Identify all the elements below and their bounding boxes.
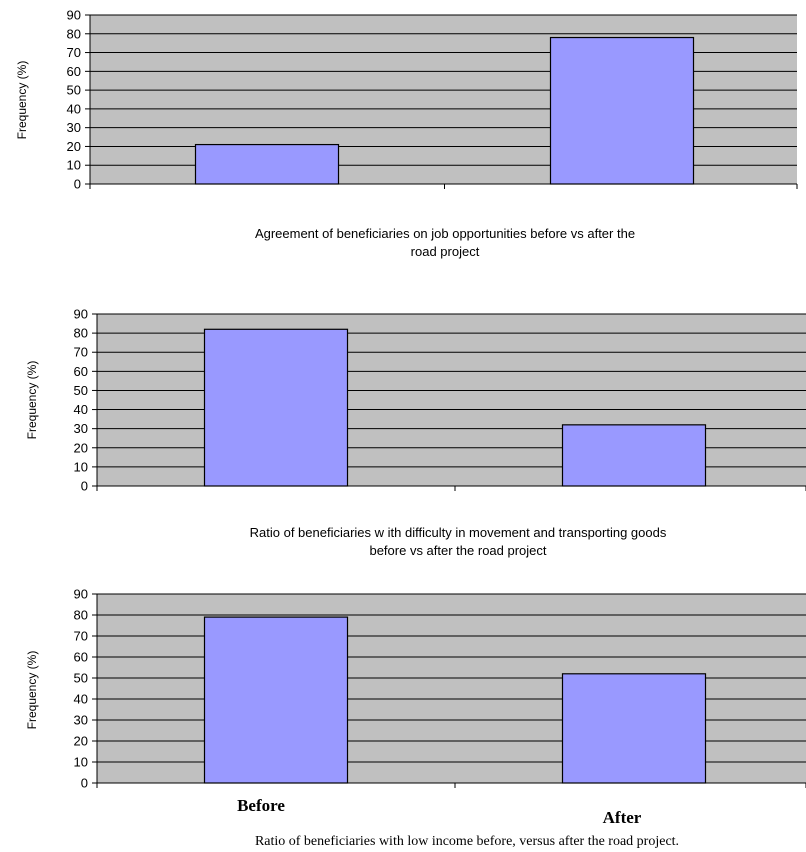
y-tick-label: 40 <box>74 692 88 707</box>
chart-job-opportunities: 0 10 20 30 40 50 60 70 80 90 Frequency (%) <box>15 8 798 192</box>
y-axis-label: Frequency (%) <box>25 651 39 730</box>
y-tick-label: 90 <box>74 587 88 602</box>
chart-2-category-before: Before <box>237 796 285 815</box>
chart-0-caption-line-1: Agreement of beneficiaries on job opport… <box>255 226 635 241</box>
y-tick-label: 20 <box>67 139 81 154</box>
y-tick-label: 10 <box>67 158 81 173</box>
y-tick-label: 0 <box>81 479 88 494</box>
y-tick-label: 80 <box>67 26 81 41</box>
y-tick-label: 30 <box>67 120 81 135</box>
y-tick-label: 50 <box>74 383 88 398</box>
y-tick-label: 40 <box>74 402 88 417</box>
chart-2-caption: Ratio of beneficiaries with low income b… <box>255 834 679 849</box>
chart-1-caption-line-2: before vs after the road project <box>369 543 546 558</box>
y-tick-label: 60 <box>74 650 88 665</box>
bar-before <box>203 616 349 784</box>
y-tick-label: 30 <box>74 713 88 728</box>
y-tick-label: 10 <box>74 459 88 474</box>
y-tick-label: 0 <box>81 776 88 791</box>
y-tick-label: 80 <box>74 326 88 341</box>
y-tick-label: 20 <box>74 734 88 749</box>
bar-after <box>549 36 695 185</box>
chart-2-category-after: After <box>603 808 642 827</box>
y-tick-label: 30 <box>74 421 88 436</box>
bar-before <box>194 143 340 185</box>
y-tick-label: 70 <box>74 629 88 644</box>
chart-1-caption-line-1: Ratio of beneficiaries w ith difficulty … <box>250 525 667 540</box>
y-tick-label: 70 <box>67 45 81 60</box>
y-axis-label: Frequency (%) <box>15 61 29 140</box>
y-tick-label: 50 <box>74 671 88 686</box>
bar-before <box>203 328 349 487</box>
y-tick-label: 10 <box>74 755 88 770</box>
y-tick-label: 80 <box>74 608 88 623</box>
y-tick-label: 40 <box>67 101 81 116</box>
chart-movement-difficulty: 0 10 20 30 40 50 60 70 80 90 Frequency (%) <box>25 307 806 494</box>
y-tick-label: 0 <box>74 177 81 192</box>
y-axis-label: Frequency (%) <box>25 361 39 440</box>
bar-after <box>561 424 707 487</box>
y-tick-label: 60 <box>74 364 88 379</box>
y-tick-label: 70 <box>74 345 88 360</box>
bar-after <box>561 673 707 784</box>
y-tick-label: 90 <box>67 8 81 23</box>
y-tick-label: 20 <box>74 440 88 455</box>
y-tick-label: 90 <box>74 307 88 322</box>
y-tick-label: 50 <box>67 83 81 98</box>
chart-0-caption-line-2: road project <box>411 244 480 259</box>
y-tick-label: 60 <box>67 64 81 79</box>
chart-low-income: 0 10 20 30 40 50 60 70 80 90 Frequency (%) <box>25 587 806 791</box>
